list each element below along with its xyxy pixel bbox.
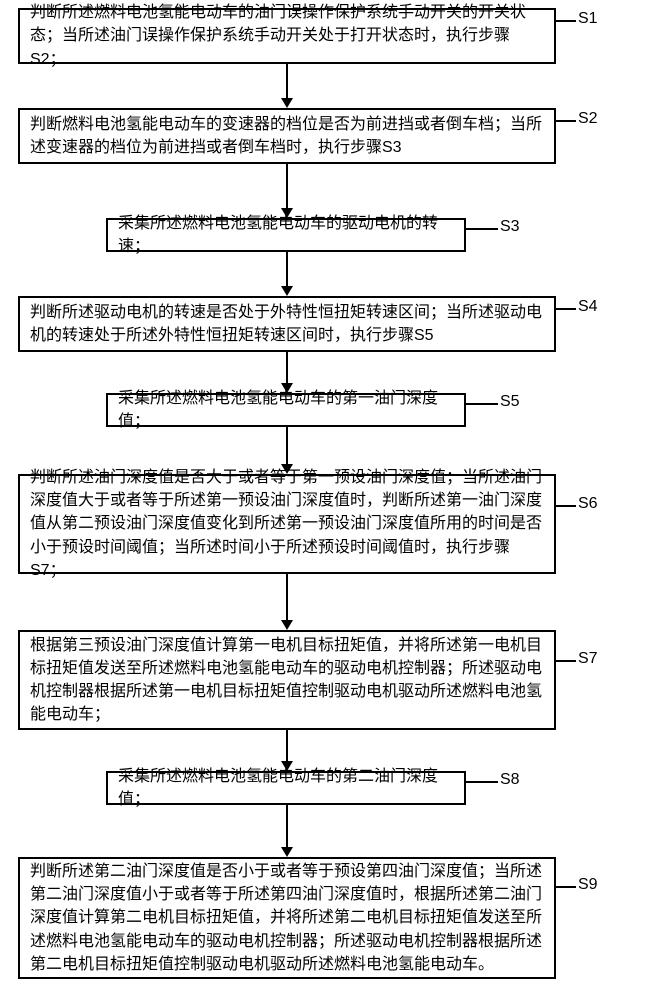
arrow-head-s2-s3 (281, 208, 293, 218)
leader-s3 (466, 228, 498, 230)
flow-step-s7: 根据第三预设油门深度值计算第一电机目标扭矩值，并将所述第一电机目标扭矩值发送至所… (18, 630, 556, 730)
step-label-s7: S7 (578, 650, 598, 668)
step-label-s2: S2 (578, 110, 598, 128)
leader-s4 (556, 308, 576, 310)
arrow-head-s8-s9 (281, 847, 293, 857)
step-label-s1: S1 (578, 10, 598, 28)
arrow-shaft-s6-s7 (286, 574, 288, 620)
flowchart-canvas: 判断所述燃料电池氢能电动车的油门误操作保护系统手动开关的开关状态；当所述油门误操… (0, 0, 647, 1000)
step-label-s4: S4 (578, 298, 598, 316)
arrow-head-s5-s6 (281, 464, 293, 474)
arrow-head-s1-s2 (281, 98, 293, 108)
flow-step-s2: 判断燃料电池氢能电动车的变速器的档位是否为前进挡或者倒车档；当所述变速器的档位为… (18, 108, 556, 164)
flow-step-s1: 判断所述燃料电池氢能电动车的油门误操作保护系统手动开关的开关状态；当所述油门误操… (18, 8, 556, 64)
leader-s8 (466, 781, 498, 783)
arrow-shaft-s4-s5 (286, 352, 288, 383)
arrow-shaft-s7-s8 (286, 730, 288, 761)
flow-step-s3: 采集所述燃料电池氢能电动车的驱动电机的转速； (106, 218, 466, 252)
arrow-head-s7-s8 (281, 761, 293, 771)
step-label-s3: S3 (500, 218, 520, 236)
flow-step-s5: 采集所述燃料电池氢能电动车的第一油门深度值； (106, 393, 466, 427)
flow-step-s6: 判断所述油门深度值是否大于或者等于第一预设油门深度值；当所述油门深度值大于或者等… (18, 474, 556, 574)
arrow-head-s4-s5 (281, 383, 293, 393)
arrow-shaft-s1-s2 (286, 64, 288, 98)
step-label-s6: S6 (578, 495, 598, 513)
flow-step-s8: 采集所述燃料电池氢能电动车的第二油门深度值； (106, 771, 466, 805)
arrow-shaft-s2-s3 (286, 164, 288, 208)
leader-s6 (556, 505, 576, 507)
leader-s9 (556, 886, 576, 888)
arrow-head-s3-s4 (281, 286, 293, 296)
step-label-s8: S8 (500, 771, 520, 789)
arrow-head-s6-s7 (281, 620, 293, 630)
arrow-shaft-s5-s6 (286, 427, 288, 464)
flow-step-s9: 判断所述第二油门深度值是否小于或者等于预设第四油门深度值；当所述第二油门深度值小… (18, 857, 556, 979)
arrow-shaft-s8-s9 (286, 805, 288, 847)
flow-step-s4: 判断所述驱动电机的转速是否处于外特性恒扭矩转速区间；当所述驱动电机的转速处于所述… (18, 296, 556, 352)
step-label-s5: S5 (500, 393, 520, 411)
step-label-s9: S9 (578, 876, 598, 894)
arrow-shaft-s3-s4 (286, 252, 288, 286)
leader-s7 (556, 660, 576, 662)
leader-s2 (556, 120, 576, 122)
leader-s1 (556, 20, 576, 22)
leader-s5 (466, 403, 498, 405)
